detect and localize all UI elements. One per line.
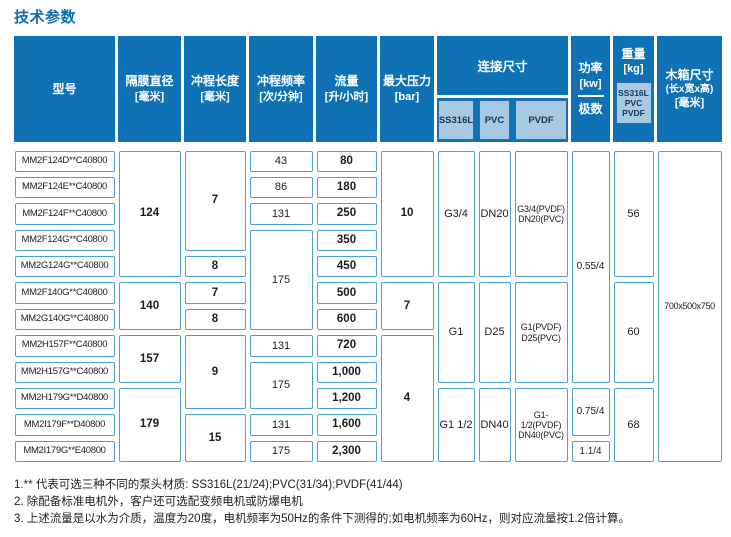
diaphragm-cell: 179 bbox=[118, 388, 181, 463]
header-model: 型号 bbox=[14, 36, 115, 142]
conn-ss316l-cell: G3/4 bbox=[437, 150, 475, 278]
header-power: 功率 [kw] 极数 bbox=[571, 36, 610, 142]
header-material-ss316l: SS316L bbox=[438, 100, 474, 140]
weight-cell: 60 bbox=[613, 282, 654, 384]
frequency-cell: 131 bbox=[249, 414, 313, 436]
conn-pvdf-cell: G3/4(PVDF) DN20(PVC) bbox=[514, 150, 568, 278]
frequency-cell: 43 bbox=[249, 150, 313, 172]
conn-ss316l-cell: G1 bbox=[437, 282, 475, 384]
header-box: 木箱尺寸 (长x宽x高) [毫米] bbox=[657, 36, 722, 142]
model-cell: MM2F124E**C40800 bbox=[14, 176, 115, 199]
frequency-cell: 131 bbox=[249, 335, 313, 357]
power-cell: 0.75/4 bbox=[571, 388, 610, 436]
diaphragm-cell: 140 bbox=[118, 282, 181, 331]
frequency-cell: 131 bbox=[249, 203, 313, 225]
flow-cell: 1,200 bbox=[316, 388, 377, 410]
model-cell: MM2H157F**C40800 bbox=[14, 335, 115, 357]
weight-cell: 56 bbox=[613, 150, 654, 278]
model-cell: MM2H157G**C40800 bbox=[14, 361, 115, 384]
flow-cell: 1,600 bbox=[316, 414, 377, 436]
model-cell: MM2F140G**C40800 bbox=[14, 282, 115, 304]
stroke-cell: 8 bbox=[184, 256, 246, 278]
flow-cell: 2,300 bbox=[316, 440, 377, 463]
header-connection-group: 连接尺寸 SS316L PVC PVDF bbox=[437, 36, 568, 142]
model-cell: MM2F124D**C40800 bbox=[14, 150, 115, 172]
header-stroke: 冲程长度 [毫米] bbox=[184, 36, 246, 142]
conn-pvc-cell: DN20 bbox=[478, 150, 511, 278]
flow-cell: 1,000 bbox=[316, 361, 377, 384]
weight-cell: 68 bbox=[613, 388, 654, 463]
flow-cell: 500 bbox=[316, 282, 377, 304]
flow-cell: 180 bbox=[316, 176, 377, 199]
table-body: MM2F124D**C40800 MM2F124E**C40800 MM2F12… bbox=[14, 148, 722, 465]
pressure-cell: 4 bbox=[380, 335, 434, 463]
footnotes: 1.** 代表可选三种不同的泵头材质: SS316L(21/24);PVC(31… bbox=[14, 477, 724, 528]
header-pressure: 最大压力 [bar] bbox=[380, 36, 434, 142]
model-cell: MM2H179G**D40800 bbox=[14, 388, 115, 410]
footnote-2: 2. 除配备标准电机外，客户还可选配变频电机或防爆电机 bbox=[14, 496, 303, 508]
model-cell: MM2F124G**C40800 bbox=[14, 229, 115, 252]
power-divider bbox=[577, 95, 604, 98]
model-cell: MM2G140G**C40800 bbox=[14, 308, 115, 331]
diaphragm-cell: 157 bbox=[118, 335, 181, 384]
stroke-cell: 7 bbox=[184, 282, 246, 304]
conn-pvdf-cell: G1(PVDF) D25(PVC) bbox=[514, 282, 568, 384]
pressure-cell: 10 bbox=[380, 150, 434, 278]
flow-cell: 720 bbox=[316, 335, 377, 357]
flow-cell: 350 bbox=[316, 229, 377, 252]
header-diaphragm: 隔膜直径 [毫米] bbox=[118, 36, 181, 142]
power-cell: 0.55/4 bbox=[571, 150, 610, 384]
model-cell: MM2I179F**D40800 bbox=[14, 414, 115, 436]
stroke-cell: 7 bbox=[184, 150, 246, 252]
header-material-pvc: PVC bbox=[479, 100, 510, 140]
stroke-cell: 9 bbox=[184, 335, 246, 410]
header-connection-materials: SS316L PVC PVDF bbox=[437, 98, 568, 142]
stroke-cell: 15 bbox=[184, 414, 246, 463]
model-cell: MM2I179G**E40800 bbox=[14, 440, 115, 463]
frequency-cell: 175 bbox=[249, 440, 313, 463]
frequency-cell: 175 bbox=[249, 229, 313, 331]
flow-cell: 250 bbox=[316, 203, 377, 225]
diaphragm-cell: 124 bbox=[118, 150, 181, 278]
header-weight-materials: SS316L PVC PVDF bbox=[615, 82, 652, 125]
conn-pvc-cell: D25 bbox=[478, 282, 511, 384]
conn-pvdf-cell: G1-1/2(PVDF) DN40(PVC) bbox=[514, 388, 568, 463]
footnote-1: 1.** 代表可选三种不同的泵头材质: SS316L(21/24);PVC(31… bbox=[14, 479, 403, 491]
header-connection-label: 连接尺寸 bbox=[437, 36, 568, 95]
spec-table: 型号 隔膜直径 [毫米] 冲程长度 [毫米] 冲程频率 [次/分钟] 流量 [升… bbox=[14, 36, 722, 465]
frequency-cell: 175 bbox=[249, 361, 313, 410]
header-flow: 流量 [升/小时] bbox=[316, 36, 377, 142]
flow-cell: 600 bbox=[316, 308, 377, 331]
conn-ss316l-cell: G1 1/2 bbox=[437, 388, 475, 463]
power-cell: 1.1/4 bbox=[571, 440, 610, 463]
conn-pvc-cell: DN40 bbox=[478, 388, 511, 463]
model-cell: MM2F124F**C40800 bbox=[14, 203, 115, 225]
footnote-3: 3. 上述流量是以水为介质，温度为20度，电机频率为50Hz的条件下测得的;如电… bbox=[14, 513, 630, 525]
pressure-cell: 7 bbox=[380, 282, 434, 331]
page-title: 技术参数 bbox=[14, 9, 77, 26]
header-frequency: 冲程频率 [次/分钟] bbox=[249, 36, 313, 142]
header-weight: 重量 [kg] SS316L PVC PVDF bbox=[613, 36, 654, 142]
flow-cell: 80 bbox=[316, 150, 377, 172]
model-cell: MM2G124G**C40800 bbox=[14, 256, 115, 278]
box-size-cell: 700x500x750 bbox=[657, 150, 722, 463]
stroke-cell: 8 bbox=[184, 308, 246, 331]
table-header: 型号 隔膜直径 [毫米] 冲程长度 [毫米] 冲程频率 [次/分钟] 流量 [升… bbox=[14, 36, 722, 142]
flow-cell: 450 bbox=[316, 256, 377, 278]
header-material-pvdf: PVDF bbox=[515, 100, 567, 140]
frequency-cell: 86 bbox=[249, 176, 313, 199]
